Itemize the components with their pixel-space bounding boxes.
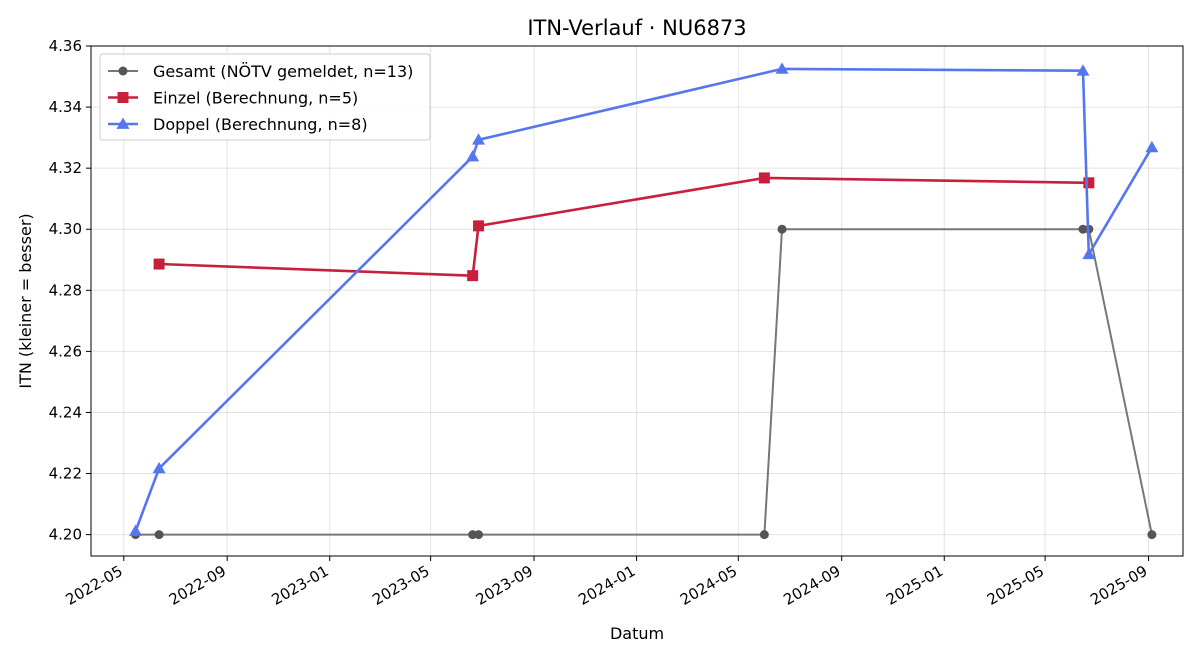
x-tick-label: 2023-01 bbox=[268, 562, 331, 609]
series-line-1 bbox=[159, 176, 1089, 278]
data-point-square bbox=[473, 220, 485, 232]
x-tick-label: 2022-05 bbox=[62, 562, 125, 609]
x-axis-title: Datum bbox=[610, 624, 664, 643]
data-point-triangle bbox=[129, 524, 143, 536]
data-point-triangle bbox=[466, 150, 480, 162]
x-tick-label: 2024-05 bbox=[677, 562, 740, 609]
legend-label: Einzel (Berechnung, n=5) bbox=[153, 89, 358, 108]
y-axis-ticks: 4.20 4.22 4.24 4.26 4.28 4.30 4.32 4.34 4.36 bbox=[49, 37, 91, 544]
legend-item-0: Gesamt (NÖTV gemeldet, n=13) bbox=[108, 62, 413, 81]
data-point-circle bbox=[474, 530, 484, 540]
y-tick-label: 4.26 bbox=[49, 342, 82, 360]
data-point-triangle bbox=[775, 62, 789, 74]
data-point-square bbox=[153, 258, 165, 270]
x-tick-label: 2024-01 bbox=[575, 562, 638, 609]
series-line-2 bbox=[134, 67, 1154, 532]
y-tick-label: 4.30 bbox=[49, 220, 82, 238]
x-axis-ticks: 2022-05 2022-09 2023-01 2023-05 2023-09 2024-… bbox=[62, 556, 1151, 609]
y-tick-label: 4.36 bbox=[49, 37, 82, 55]
legend-item-1: Einzel (Berechnung, n=5) bbox=[108, 89, 358, 108]
data-point-triangle bbox=[1076, 64, 1090, 76]
data-point-triangle bbox=[1082, 247, 1096, 260]
data-point-triangle bbox=[152, 461, 166, 474]
y-axis-title: ITN (kleiner = besser) bbox=[16, 213, 35, 388]
series-line-0 bbox=[135, 228, 1153, 536]
y-tick-label: 4.34 bbox=[49, 98, 82, 116]
legend-marker-square bbox=[117, 92, 129, 103]
data-point-triangle bbox=[1145, 140, 1159, 153]
x-tick-label: 2023-05 bbox=[369, 562, 432, 609]
data-point-circle bbox=[777, 224, 787, 234]
legend: Gesamt (NÖTV gemeldet, n=13) Einzel (Bere… bbox=[99, 53, 431, 141]
x-tick-label: 2022-09 bbox=[166, 562, 229, 609]
chart-title: ITN-Verlauf · NU6873 bbox=[527, 16, 746, 40]
x-tick-label: 2025-01 bbox=[883, 562, 946, 609]
data-point-triangle bbox=[472, 133, 486, 145]
y-tick-label: 4.20 bbox=[49, 526, 82, 544]
data-point-square bbox=[758, 172, 770, 184]
data-point-circle bbox=[1147, 530, 1157, 540]
y-tick-label: 4.28 bbox=[49, 281, 82, 299]
data-point-square bbox=[467, 270, 479, 282]
y-tick-label: 4.22 bbox=[49, 465, 82, 483]
x-tick-label: 2025-09 bbox=[1087, 562, 1150, 609]
data-point-circle bbox=[154, 530, 164, 540]
legend-item-2: Doppel (Berechnung, n=8) bbox=[108, 115, 368, 134]
series-layer bbox=[129, 62, 1159, 540]
data-point-circle bbox=[759, 530, 769, 540]
y-tick-label: 4.24 bbox=[49, 403, 82, 421]
series-2 bbox=[129, 62, 1159, 536]
data-point-square bbox=[1083, 177, 1095, 189]
legend-label: Doppel (Berechnung, n=8) bbox=[153, 115, 368, 134]
series-0 bbox=[131, 224, 1157, 540]
legend-label: Gesamt (NÖTV gemeldet, n=13) bbox=[153, 62, 413, 81]
x-tick-label: 2025-05 bbox=[984, 562, 1047, 609]
legend-marker-triangle bbox=[116, 117, 130, 129]
legend-marker-circle bbox=[118, 66, 128, 76]
legend-box bbox=[99, 53, 431, 141]
series-1 bbox=[153, 172, 1095, 282]
x-tick-label: 2023-09 bbox=[473, 562, 536, 609]
x-tick-label: 2024-09 bbox=[780, 562, 843, 609]
y-tick-label: 4.32 bbox=[49, 159, 82, 177]
